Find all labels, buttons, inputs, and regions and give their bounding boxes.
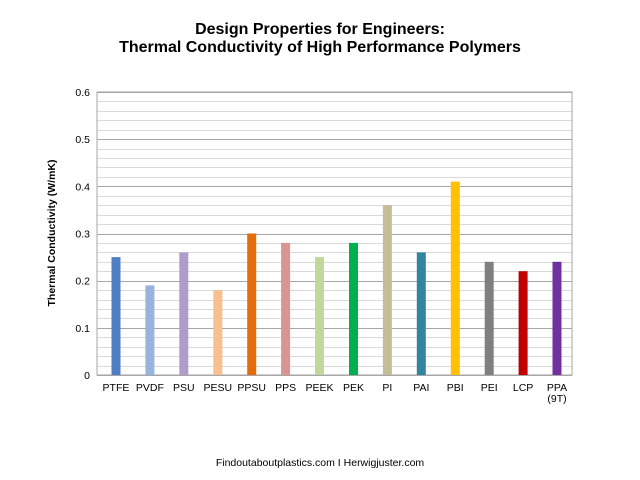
y-axis-label: Thermal Conductivity (W/mK) xyxy=(46,159,58,306)
y-tick-label: 0.5 xyxy=(75,134,90,146)
x-category-label: PPA (9T) xyxy=(547,382,567,405)
y-tick-label: 0 xyxy=(84,370,90,382)
y-tick-label: 0.6 xyxy=(75,87,90,99)
x-category-label: PESU xyxy=(203,382,232,394)
x-category-label: PEI xyxy=(481,382,498,394)
x-category-label: PEK xyxy=(343,382,364,394)
bar xyxy=(247,233,257,375)
bar xyxy=(416,252,426,375)
bar xyxy=(315,257,324,375)
bar xyxy=(518,271,528,375)
bar xyxy=(484,261,494,375)
bar-series xyxy=(111,181,562,375)
bar xyxy=(552,261,562,375)
x-category-label: PAI xyxy=(413,382,429,394)
bar xyxy=(179,252,189,375)
y-tick-label: 0.4 xyxy=(75,181,90,193)
x-category-label: PBI xyxy=(447,382,464,394)
x-axis-category-labels: PTFE PVDF PSU PESU PPSU PPS PEEK PEK PI PAI PBI PEI… xyxy=(103,382,568,405)
y-axis-tick-labels: 0 0.1 0.2 0.3 0.4 0.5 0.6 xyxy=(75,87,90,382)
y-tick-label: 0.2 xyxy=(75,276,90,288)
y-tick-label: 0.3 xyxy=(75,229,90,241)
chart-title-line-1: Design Properties for Engineers: xyxy=(195,21,445,38)
x-category-label: PSU xyxy=(173,382,195,394)
bar xyxy=(281,242,291,375)
plot-area-frame xyxy=(96,91,573,376)
bar xyxy=(349,242,358,375)
x-category-label: PEEK xyxy=(306,382,334,394)
bar xyxy=(213,290,223,375)
chart-title-line-2: Thermal Conductivity of High Performance… xyxy=(119,39,521,56)
x-category-label: PVDF xyxy=(136,382,164,394)
footer-credit: Findoutaboutplastics.com I Herwigjuster.… xyxy=(216,457,425,469)
bar xyxy=(450,181,460,375)
x-category-label: LCP xyxy=(513,382,533,394)
x-category-label: PTFE xyxy=(103,382,130,394)
x-category-label: PPSU xyxy=(237,382,266,394)
x-category-label: PI xyxy=(382,382,392,394)
bar xyxy=(111,257,121,375)
x-category-label: PPS xyxy=(275,382,296,394)
y-tick-label: 0.1 xyxy=(75,323,90,335)
bar xyxy=(382,205,392,375)
bar xyxy=(145,285,155,375)
